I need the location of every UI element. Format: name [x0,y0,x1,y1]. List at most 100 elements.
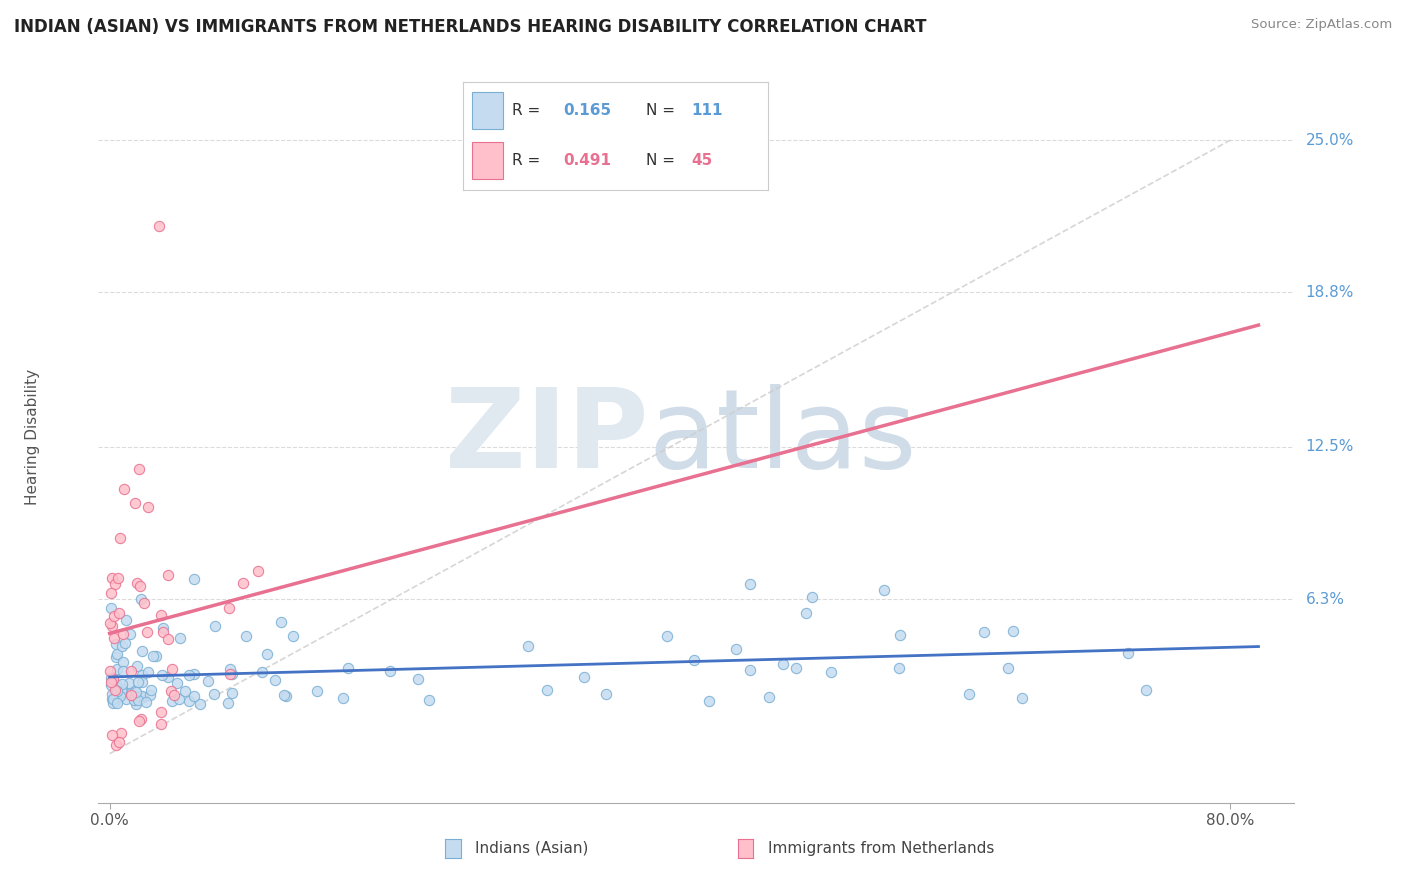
Point [724,641,747,656]
Point [163,688,186,702]
Point [135,624,157,639]
Point [169,632,191,646]
Point [270,615,292,630]
Point [418,693,440,707]
Point [134,597,156,611]
Point [101,619,124,633]
Point [100,678,122,692]
Point [100,586,122,600]
Text: ZIP: ZIP [444,384,648,491]
Point [107,735,129,749]
Point [107,690,129,704]
Point [105,697,128,711]
Point [252,665,274,679]
Point [785,661,807,675]
Point [264,673,287,687]
Point [738,663,761,677]
Point [256,647,278,661]
Point [872,582,894,597]
Point [145,648,167,663]
Point [100,691,122,706]
Point [105,681,128,695]
Point [1011,691,1033,706]
Point [136,665,159,679]
Point [131,689,153,703]
Point [104,683,127,698]
Point [107,571,129,585]
Point [235,629,257,643]
Point [108,606,131,620]
Point [129,713,152,727]
Point [115,692,138,706]
Point [820,665,842,680]
Point [957,687,980,701]
Point [111,681,134,696]
Point [125,698,148,712]
Point [128,714,150,728]
Point [131,674,153,689]
Point [150,667,173,681]
Point [124,690,146,704]
Point [218,666,240,681]
Point [232,576,254,591]
Point [111,685,134,699]
Point [104,637,127,651]
Point [128,462,150,476]
Point [378,664,401,678]
Point [104,739,127,753]
Point [758,690,780,705]
Point [1135,682,1157,697]
Point [100,601,122,615]
Point [156,669,179,683]
Point [107,662,129,676]
Point [273,688,295,702]
Point [889,661,911,675]
Text: Hearing Disability: Hearing Disability [25,369,41,505]
Point [136,500,159,514]
Point [183,572,205,586]
Point [103,632,125,646]
Point [111,640,134,654]
Text: 18.8%: 18.8% [1306,285,1354,300]
Point [149,705,172,719]
Point [135,694,157,708]
Point [118,676,141,690]
Point [973,624,995,639]
Point [129,579,152,593]
Point [800,590,823,604]
Point [160,684,183,698]
Text: Source: ZipAtlas.com: Source: ZipAtlas.com [1251,18,1392,31]
Point [100,671,122,685]
Point [337,661,360,675]
Point [167,691,190,706]
Point [122,693,145,707]
Point [655,629,678,643]
Point [104,694,127,708]
Point [197,674,219,689]
Point [100,728,122,742]
Point [111,655,134,669]
Point [98,616,121,631]
Text: Indians (Asian): Indians (Asian) [475,840,588,855]
Point [127,693,149,707]
Point [110,531,132,545]
Point [105,684,128,698]
Point [112,664,135,678]
Point [131,644,153,658]
Point [177,694,200,708]
Point [740,577,762,591]
Point [120,686,142,700]
Point [177,667,200,681]
Point [772,657,794,671]
Point [572,670,595,684]
Text: INDIAN (ASIAN) VS IMMIGRANTS FROM NETHERLANDS HEARING DISABILITY CORRELATION CHA: INDIAN (ASIAN) VS IMMIGRANTS FROM NETHER… [14,18,927,36]
Point [150,608,173,623]
Text: 25.0%: 25.0% [1306,133,1354,147]
Point [104,576,127,591]
Point [149,716,172,731]
Point [1116,646,1139,660]
Point [142,648,165,663]
Point [221,667,243,681]
Point [124,684,146,698]
Text: Immigrants from Netherlands: Immigrants from Netherlands [768,840,994,855]
